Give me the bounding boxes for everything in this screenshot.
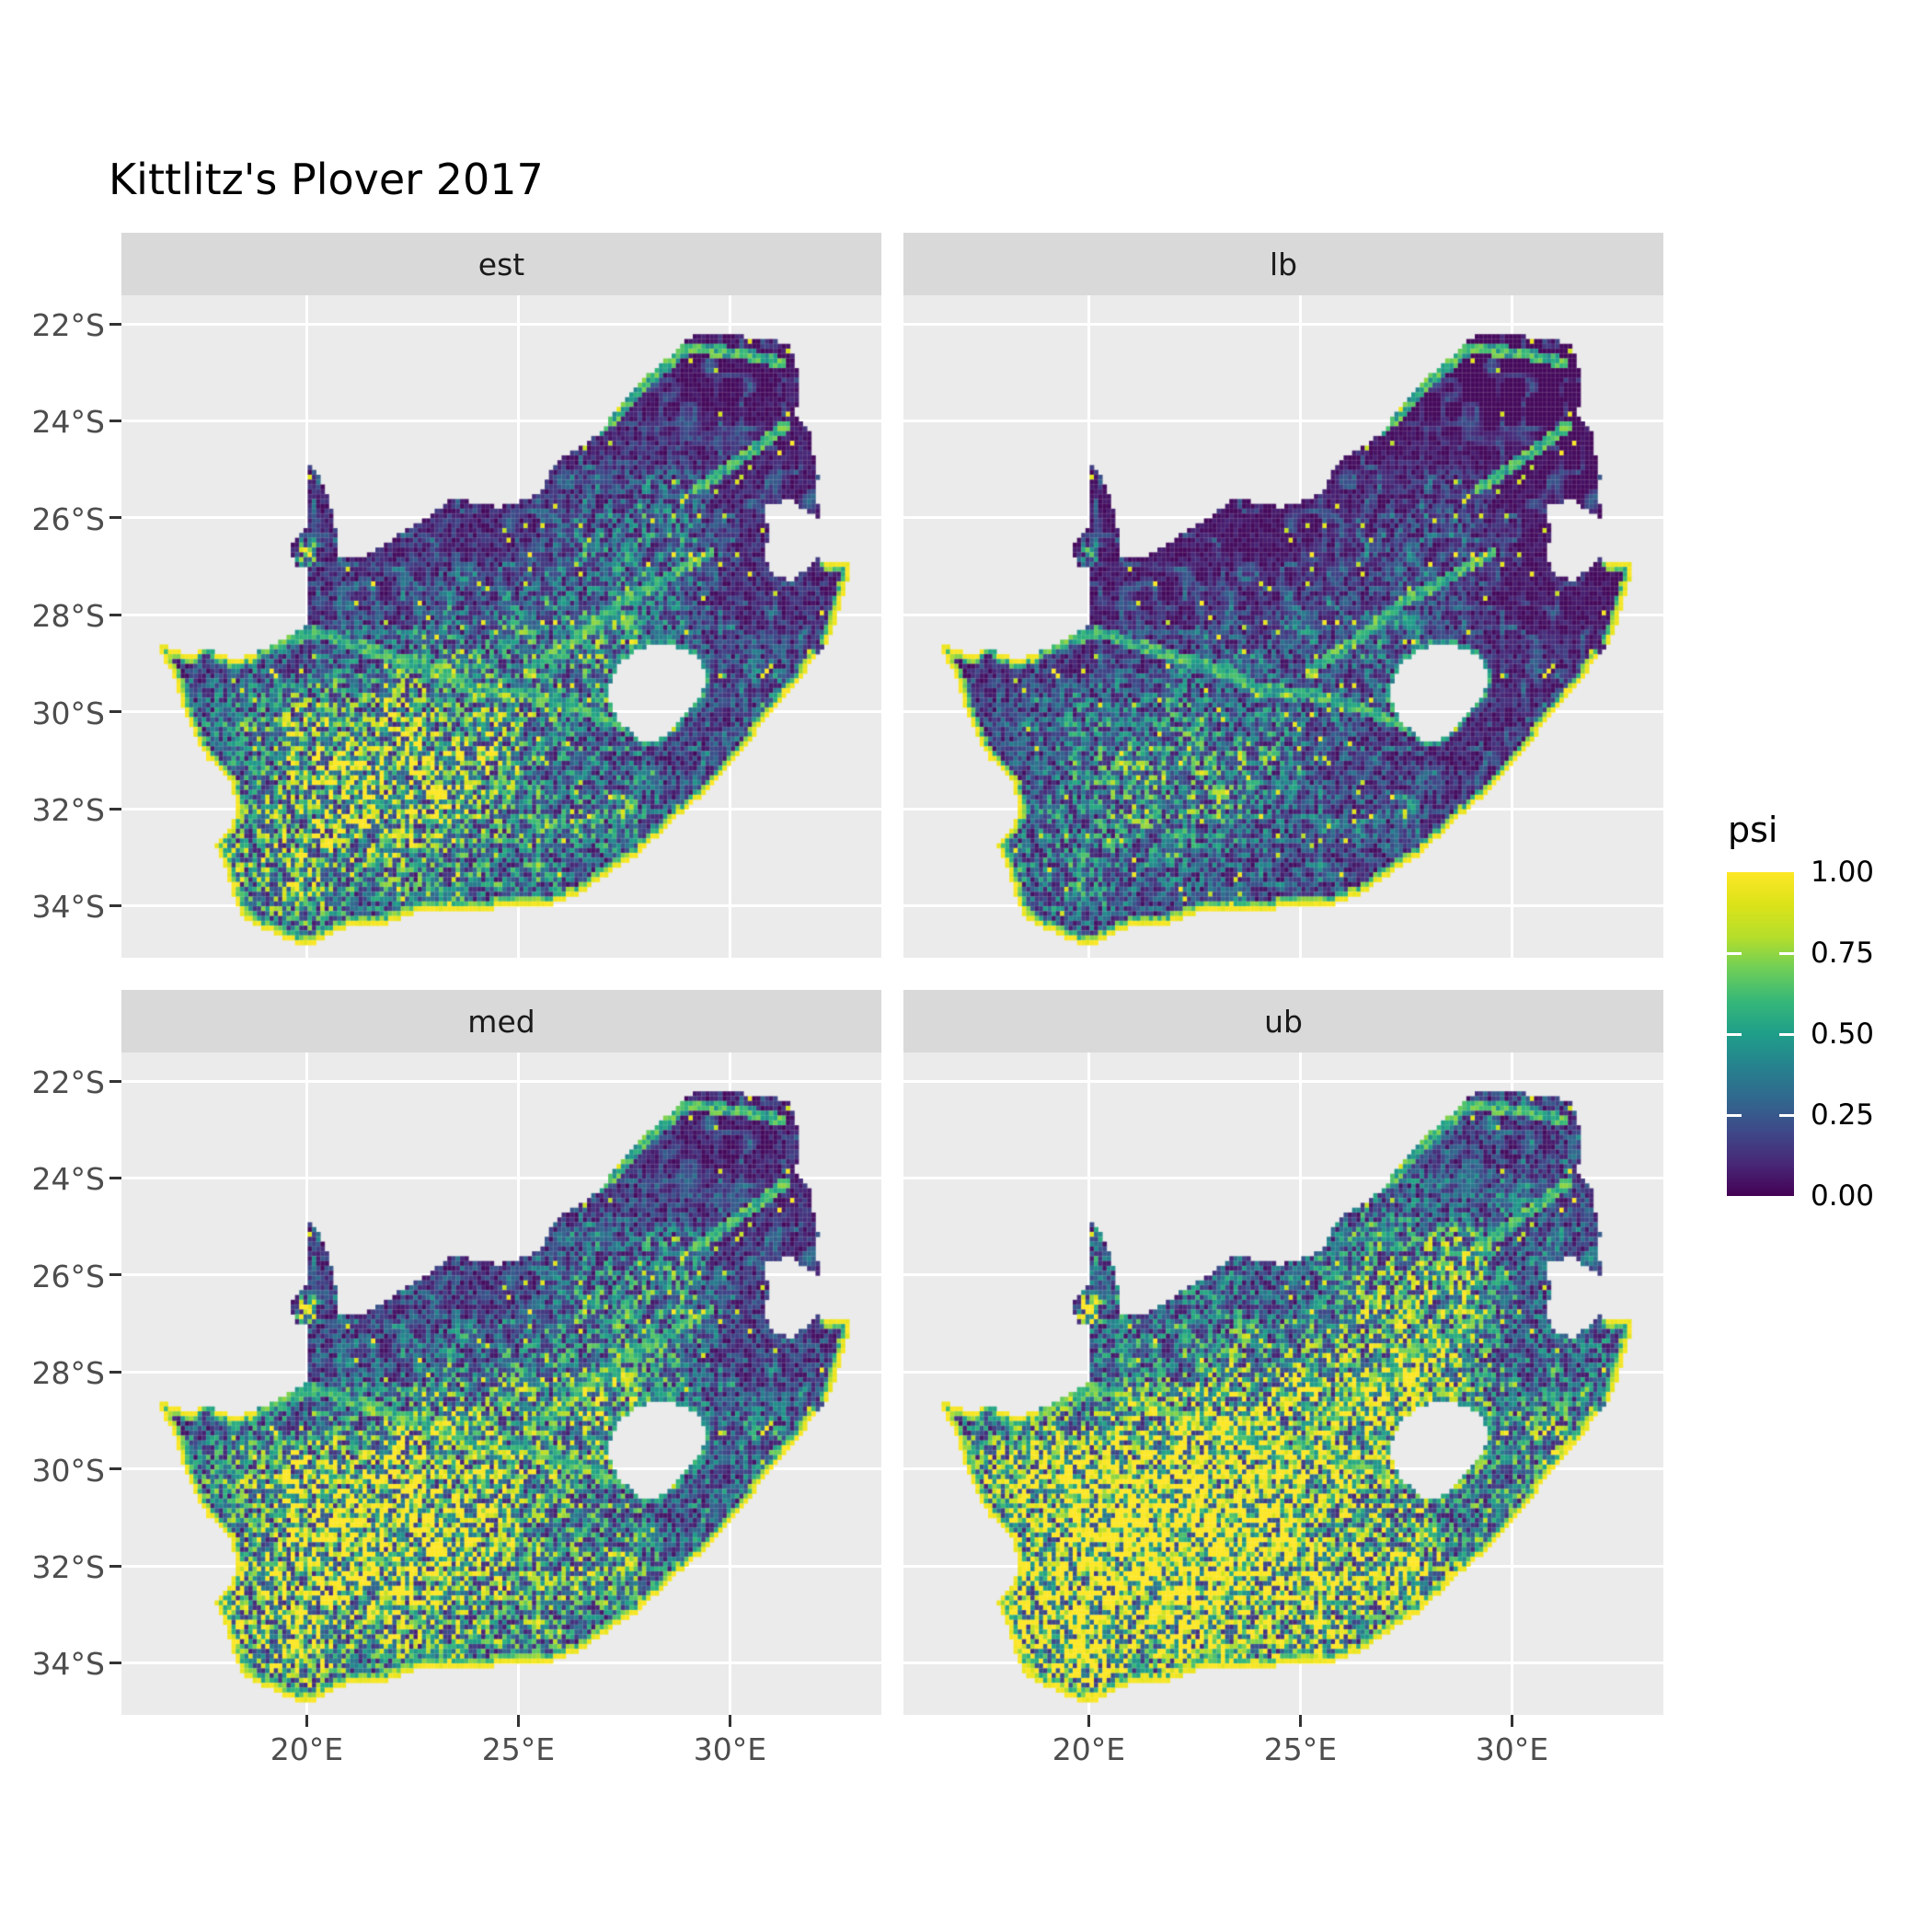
y-axis-label: 26°S — [31, 500, 105, 537]
y-axis-tick — [109, 322, 121, 326]
y-axis-tick — [109, 1079, 121, 1083]
y-axis-label: 24°S — [31, 1161, 105, 1198]
legend-title: psi — [1728, 810, 1778, 850]
map-panel-lb — [903, 295, 1663, 958]
y-axis-label: 30°S — [31, 695, 105, 731]
y-axis-tick — [109, 516, 121, 520]
x-axis-label: 20°E — [270, 1731, 344, 1767]
y-axis-label: 32°S — [31, 1549, 105, 1586]
legend-tick-right — [1779, 951, 1794, 955]
legend-tick-right — [1779, 1032, 1794, 1036]
legend-tick-left — [1727, 1113, 1742, 1117]
x-axis-label: 20°E — [1052, 1731, 1126, 1767]
y-axis-tick — [109, 613, 121, 616]
facet-raster-ub — [903, 1052, 1663, 1715]
facet-strip-med: med — [121, 990, 881, 1052]
y-axis-tick — [109, 1467, 121, 1471]
facet-strip-label-ub: ub — [1264, 1003, 1303, 1040]
y-axis-tick — [109, 710, 121, 714]
y-axis-tick — [109, 807, 121, 811]
legend-label: 0.25 — [1811, 1098, 1875, 1132]
map-panel-med — [121, 1052, 881, 1715]
facet-strip-est: est — [121, 233, 881, 295]
y-axis-tick — [109, 1661, 121, 1664]
y-axis-label: 26°S — [31, 1258, 105, 1294]
y-axis-tick — [109, 1176, 121, 1179]
y-axis-label: 28°S — [31, 1355, 105, 1392]
x-axis-label: 30°E — [1475, 1731, 1549, 1767]
x-axis-label: 30°E — [693, 1731, 767, 1767]
facet-raster-lb — [903, 295, 1663, 958]
x-axis-label: 25°E — [481, 1731, 556, 1767]
legend-label: 0.00 — [1811, 1179, 1875, 1213]
map-panel-est — [121, 295, 881, 958]
legend-label: 0.50 — [1811, 1018, 1875, 1051]
x-axis-tick — [728, 1715, 731, 1727]
y-axis-label: 34°S — [31, 889, 105, 926]
plot-title: Kittlitz's Plover 2017 — [109, 155, 544, 204]
y-axis-tick — [109, 419, 121, 422]
facet-strip-label-med: med — [467, 1003, 535, 1040]
y-axis-tick — [109, 1564, 121, 1568]
facet-strip-ub: ub — [903, 990, 1663, 1052]
y-axis-label: 34°S — [31, 1646, 105, 1683]
x-axis-tick — [1298, 1715, 1302, 1727]
y-axis-label: 22°S — [31, 307, 105, 344]
x-axis-tick — [516, 1715, 520, 1727]
x-axis-tick — [1510, 1715, 1513, 1727]
y-axis-tick — [109, 1370, 121, 1374]
facet-strip-lb: lb — [903, 233, 1663, 295]
y-axis-label: 30°S — [31, 1452, 105, 1489]
x-axis-label: 25°E — [1263, 1731, 1338, 1767]
legend-tick-left — [1727, 951, 1742, 955]
y-axis-label: 32°S — [31, 792, 105, 829]
facet-strip-label-lb: lb — [1269, 246, 1298, 282]
facet-raster-med — [121, 1052, 881, 1715]
y-axis-tick — [109, 903, 121, 907]
legend-label: 0.75 — [1811, 937, 1875, 970]
y-axis-tick — [109, 1273, 121, 1277]
facet-raster-est — [121, 295, 881, 958]
y-axis-label: 22°S — [31, 1064, 105, 1101]
x-axis-tick — [305, 1715, 308, 1727]
legend-label: 1.00 — [1811, 856, 1875, 889]
legend-tick-right — [1779, 1113, 1794, 1117]
y-axis-label: 28°S — [31, 598, 105, 635]
legend-tick-left — [1727, 1032, 1742, 1036]
y-axis-label: 24°S — [31, 404, 105, 441]
map-panel-ub — [903, 1052, 1663, 1715]
facet-strip-label-est: est — [477, 246, 525, 282]
x-axis-tick — [1087, 1715, 1090, 1727]
